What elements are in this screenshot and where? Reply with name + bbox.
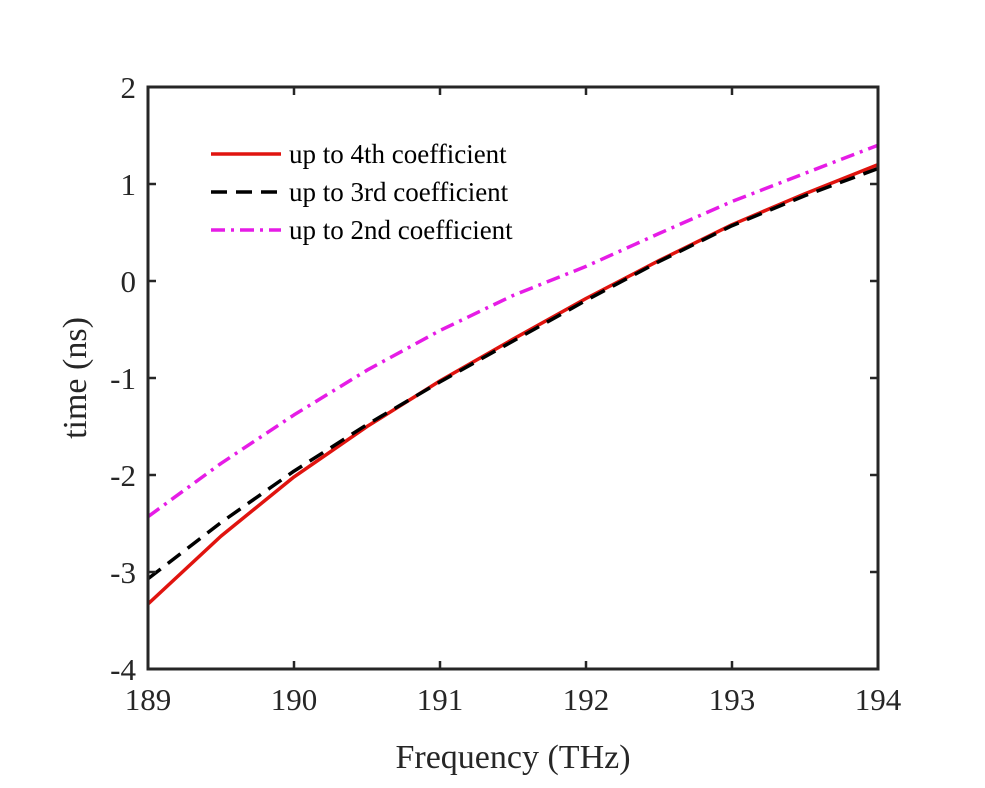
axes-layer: 189 190 191 192 193 194 -4 -3 -2 -1 0 1 2 (110, 70, 902, 717)
y-tick-label: 0 (121, 264, 137, 299)
legend-label-3: up to 2nd coefficient (289, 215, 513, 245)
x-tick-label: 189 (125, 682, 172, 717)
y-tick-label: 2 (121, 70, 137, 105)
series-layer (148, 143, 878, 606)
x-tick-label: 193 (709, 682, 756, 717)
series-line-3 (148, 143, 878, 519)
y-tick-label: -1 (110, 361, 136, 396)
y-tick-label: -2 (110, 458, 136, 493)
x-tick-label: 194 (855, 682, 902, 717)
x-axis-label: Frequency (THz) (395, 739, 630, 776)
y-tick-label: -3 (110, 555, 136, 590)
x-tick-label: 190 (271, 682, 318, 717)
x-tick-label: 191 (417, 682, 464, 717)
y-tick-label: 1 (121, 167, 137, 202)
legend-label-2: up to 3rd coefficient (289, 177, 509, 207)
x-tick-label: 192 (563, 682, 610, 717)
legend-label-1: up to 4th coefficient (289, 139, 507, 169)
legend: up to 4th coefficient up to 3rd coefficie… (211, 139, 513, 245)
y-axis-label: time (ns) (57, 317, 94, 439)
series-line-2 (148, 166, 878, 581)
y-tick-label: -4 (110, 652, 136, 687)
